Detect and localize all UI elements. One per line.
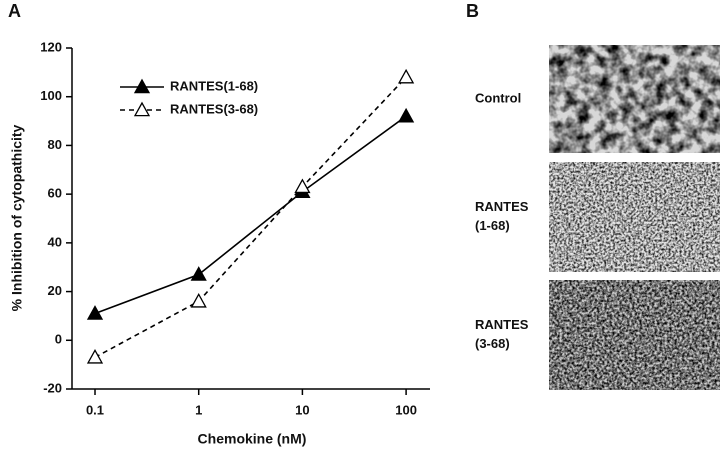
panel-label: A (8, 1, 21, 21)
legend-marker (133, 78, 151, 94)
y-tick-label: 40 (48, 234, 62, 249)
micrograph-texture (549, 45, 720, 153)
micrograph-label: Control (475, 90, 521, 105)
micrograph-label: RANTES (475, 199, 529, 214)
micrograph-texture (549, 162, 720, 272)
y-axis-label: % Inhibition of cytopathicity (9, 124, 25, 311)
marker (294, 178, 311, 194)
marker (86, 305, 104, 320)
legend-label: RANTES(1-68) (170, 78, 258, 93)
micrograph-panel (549, 45, 720, 390)
legend-marker (133, 101, 151, 117)
y-tick-label: 20 (48, 283, 62, 298)
marker (190, 266, 207, 281)
x-axis-label: Chemokine (nM) (198, 431, 307, 447)
micrograph-texture (549, 280, 720, 390)
marker (397, 107, 415, 123)
x-tick-label: 100 (395, 402, 417, 417)
micrograph-label: (1-68) (475, 218, 510, 233)
x-tick-label: 1 (195, 402, 202, 417)
y-tick-label: 120 (40, 39, 62, 54)
micrograph-label: (3-68) (475, 336, 510, 351)
y-tick-label: -20 (43, 380, 62, 395)
marker (397, 68, 415, 84)
y-tick-label: 60 (48, 186, 62, 201)
panel-label: B (466, 1, 479, 21)
x-tick-label: 0.1 (86, 402, 104, 417)
y-tick-label: 0 (55, 332, 62, 347)
legend-label: RANTES(3-68) (170, 101, 258, 116)
micrograph-label: RANTES (475, 317, 529, 332)
y-tick-label: 100 (40, 88, 62, 103)
series-line (94, 115, 407, 315)
x-tick-label: 10 (295, 402, 309, 417)
marker (86, 348, 104, 364)
series-line (94, 76, 407, 359)
marker (190, 292, 207, 308)
y-tick-label: 80 (48, 137, 62, 152)
